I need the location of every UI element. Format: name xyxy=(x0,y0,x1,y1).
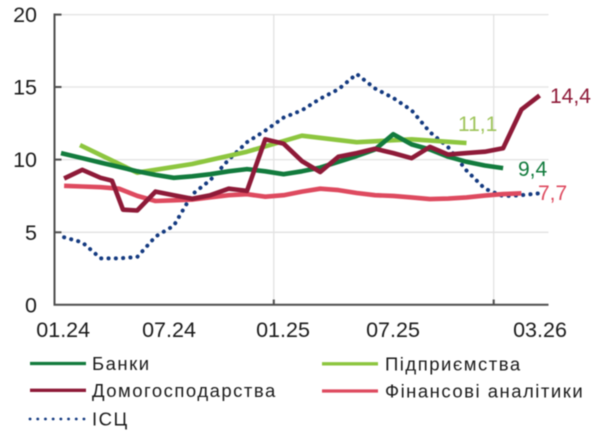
svg-text:0: 0 xyxy=(25,293,37,317)
svg-text:01.24: 01.24 xyxy=(36,318,90,342)
svg-text:03.26: 03.26 xyxy=(513,318,567,342)
svg-text:15: 15 xyxy=(13,76,37,100)
svg-text:7,7: 7,7 xyxy=(538,182,567,205)
svg-text:10: 10 xyxy=(13,148,37,172)
svg-text:14,4: 14,4 xyxy=(550,85,591,108)
svg-text:07.24: 07.24 xyxy=(142,318,196,342)
svg-text:07.25: 07.25 xyxy=(366,318,420,342)
svg-text:ІСЦ: ІСЦ xyxy=(92,409,129,430)
svg-text:5: 5 xyxy=(25,221,37,245)
svg-text:01.25: 01.25 xyxy=(256,318,310,342)
svg-text:Домогосподарства: Домогосподарства xyxy=(92,380,277,401)
svg-text:20: 20 xyxy=(13,3,37,27)
svg-text:Підприємства: Підприємства xyxy=(385,353,522,374)
svg-text:Фінансові аналітики: Фінансові аналітики xyxy=(385,381,584,402)
svg-text:9,4: 9,4 xyxy=(518,158,548,181)
svg-text:11,1: 11,1 xyxy=(458,113,497,136)
svg-text:Банки: Банки xyxy=(92,353,151,374)
